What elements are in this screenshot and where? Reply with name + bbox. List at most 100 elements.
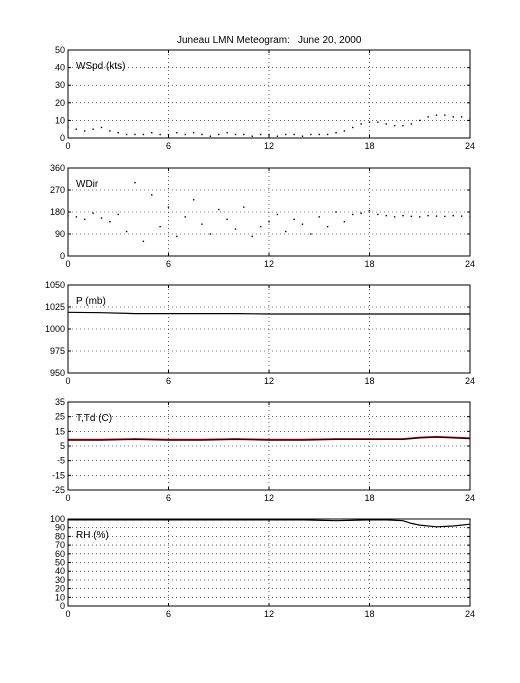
data-point: [285, 133, 287, 136]
data-point: [293, 133, 295, 136]
data-point: [243, 206, 245, 208]
panel-1: 0 6 12 18 24 0 10 20 30 40 50 WSpd (kts): [55, 45, 475, 151]
x-tick-label: 0: [65, 141, 70, 151]
data-point: [125, 133, 128, 136]
data-point: [268, 133, 270, 136]
y-tick-label: 50: [55, 45, 65, 55]
y-tick-label: 60: [55, 549, 65, 559]
data-point: [176, 132, 178, 134]
data-point: [218, 208, 220, 211]
data-point: [452, 116, 454, 118]
data-point: [326, 225, 329, 228]
data-layer: [68, 311, 470, 315]
x-tick-label: 24: [465, 493, 475, 503]
data-point: [318, 216, 320, 218]
data-point: [318, 133, 320, 136]
panel-4: 0 6 12 18 24 -25 -15 -5 5 15 25 35 T,Td (C): [52, 397, 475, 503]
data-point: [427, 214, 429, 217]
y-tick-label: 40: [55, 63, 65, 73]
x-tick-label: 6: [166, 141, 171, 151]
x-tick-label: 24: [465, 376, 475, 386]
series-line-1: [68, 435, 470, 440]
data-point: [326, 133, 329, 136]
data-point: [234, 133, 237, 136]
x-tick-label: 18: [364, 376, 374, 386]
data-point: [285, 230, 287, 233]
data-point: [377, 121, 379, 123]
panel-label: WSpd (kts): [76, 61, 125, 72]
data-point: [84, 218, 86, 221]
x-tick-label: 6: [166, 376, 171, 386]
data-point: [385, 214, 387, 217]
series-line-2: [68, 436, 470, 441]
data-point: [360, 212, 362, 214]
y-tick-label: 1050: [45, 280, 65, 290]
y-tick-label: 30: [55, 80, 65, 90]
x-tick-label: 0: [65, 376, 70, 386]
data-point: [251, 135, 253, 137]
data-point: [360, 123, 362, 125]
x-tick-label: 18: [364, 141, 374, 151]
data-point: [209, 135, 212, 137]
panel-3: 0 6 12 18 24 950 975 1000 1025 1050 P (mb): [45, 280, 475, 386]
data-point: [226, 218, 228, 221]
y-tick-label: 0: [60, 251, 65, 261]
y-tick-label: 0: [60, 601, 65, 611]
data-point: [109, 130, 111, 132]
y-tick-label: 30: [55, 575, 65, 585]
x-tick-label: 6: [166, 259, 171, 269]
x-tick-label: 18: [364, 493, 374, 503]
y-tick-label: -25: [52, 485, 65, 495]
x-tick-label: 24: [465, 609, 475, 619]
data-point: [142, 240, 145, 243]
panel-label: P (mb): [76, 296, 106, 307]
data-point: [402, 124, 404, 127]
data-point: [435, 215, 438, 217]
data-point: [92, 128, 94, 130]
y-tick-label: 1025: [45, 302, 65, 312]
data-point: [310, 133, 312, 136]
x-tick-label: 6: [166, 609, 171, 619]
y-tick-label: 90: [55, 523, 65, 533]
y-tick-label: 5: [60, 441, 65, 451]
x-tick-label: 12: [264, 141, 274, 151]
data-point: [427, 116, 429, 118]
data-point: [218, 133, 220, 136]
data-point: [435, 114, 438, 116]
data-point: [368, 121, 371, 123]
x-tick-label: 0: [65, 493, 70, 503]
data-point: [259, 225, 262, 228]
data-point: [117, 132, 119, 134]
y-tick-label: -15: [52, 470, 65, 480]
data-point: [276, 213, 279, 216]
panel-label: WDir: [76, 179, 99, 190]
data-point: [301, 135, 304, 137]
data-point: [100, 126, 103, 129]
data-point: [410, 123, 413, 125]
data-point: [184, 216, 186, 218]
data-point: [352, 213, 354, 216]
data-point: [393, 216, 396, 218]
series-1: [68, 114, 470, 137]
y-tick-label: 20: [55, 98, 65, 108]
data-point: [460, 116, 463, 118]
data-point: [142, 133, 145, 136]
y-tick-label: 270: [50, 185, 65, 195]
data-point: [167, 133, 170, 136]
data-point: [151, 132, 153, 134]
data-point: [335, 211, 337, 213]
data-point: [268, 221, 270, 223]
y-tick-label: 10: [55, 115, 65, 125]
data-point: [75, 128, 78, 130]
y-tick-label: 1000: [45, 324, 65, 334]
data-point: [352, 126, 354, 129]
y-tick-label: 10: [55, 592, 65, 602]
y-tick-label: 80: [55, 531, 65, 541]
x-tick-label: 12: [264, 376, 274, 386]
data-layer: [68, 519, 470, 528]
data-point: [159, 133, 161, 136]
data-point: [452, 214, 454, 217]
data-point: [134, 133, 136, 136]
y-tick-label: 20: [55, 584, 65, 594]
